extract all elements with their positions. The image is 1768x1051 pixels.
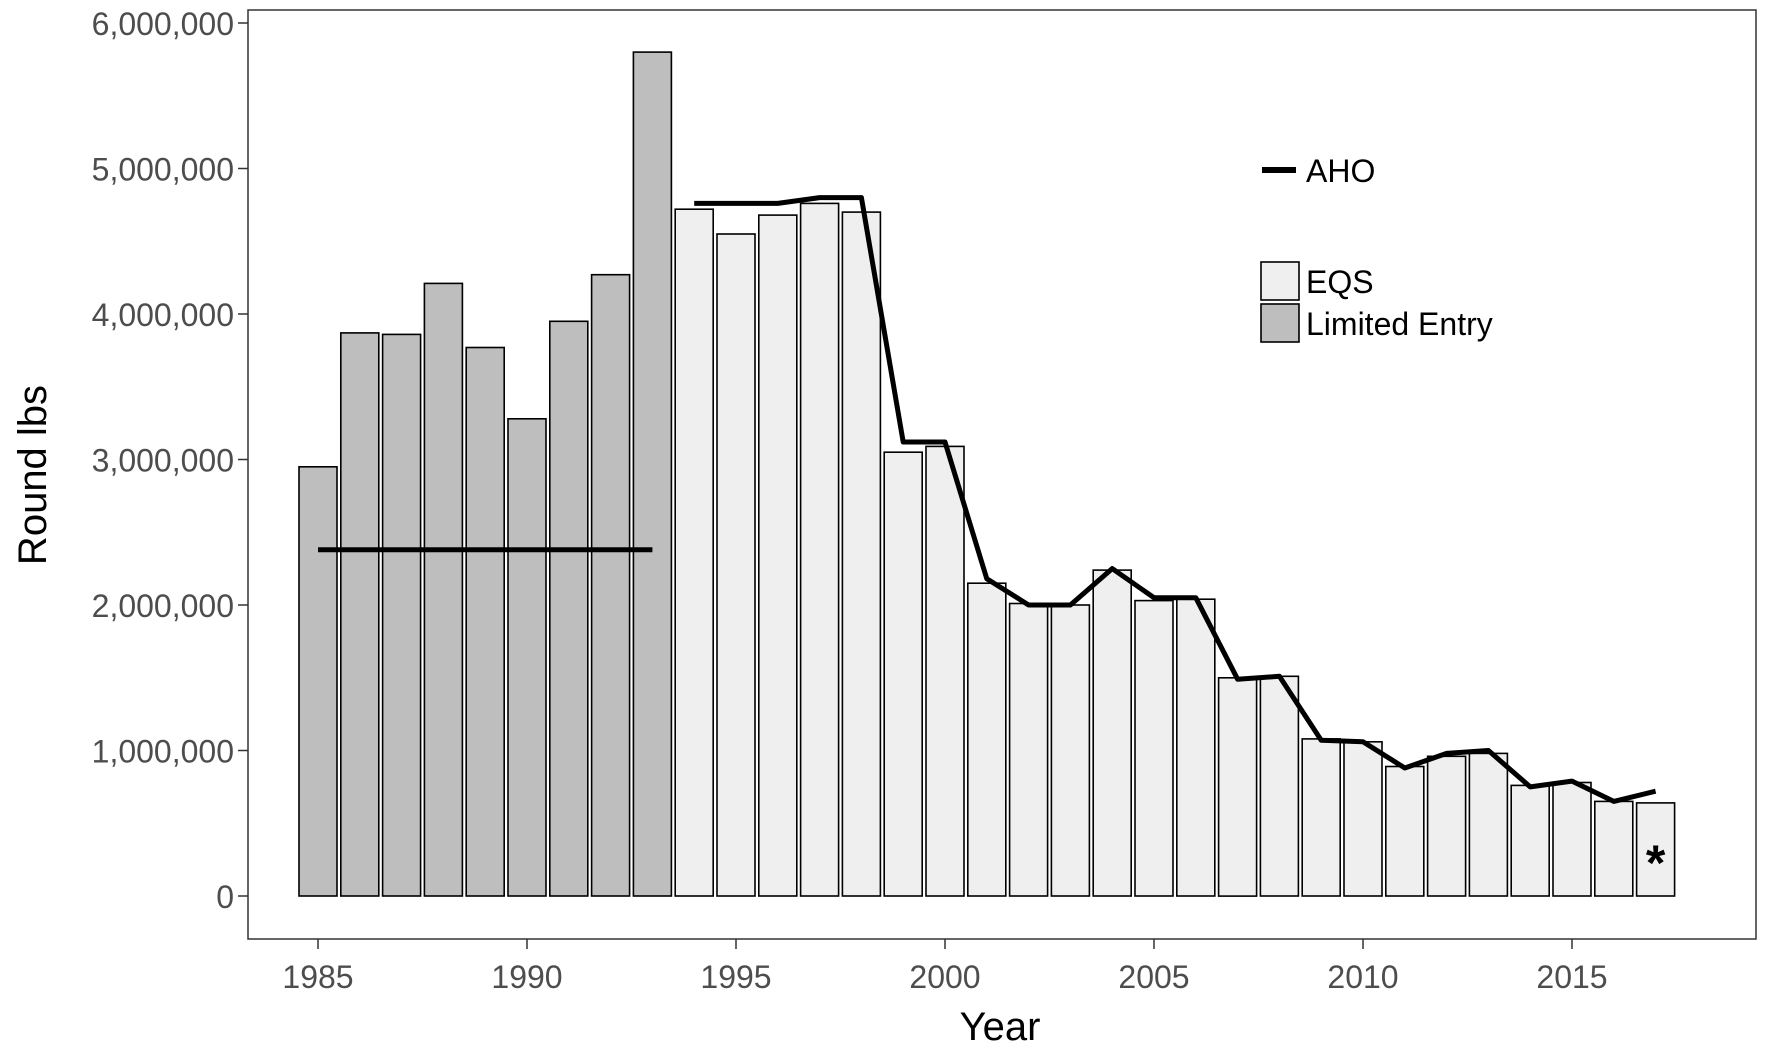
bar-eqs-1999 — [883, 451, 924, 897]
bar-limited-entry-1992 — [590, 273, 631, 897]
lines-layer — [318, 195, 1657, 804]
bar-eqs-2012 — [1426, 755, 1467, 897]
y-tick-label-4: 4,000,000 — [92, 297, 234, 333]
legend-label-limited-entry: Limited Entry — [1306, 306, 1493, 342]
legend: AHO EQS Limited Entry — [1260, 153, 1493, 343]
bar-eqs-2016 — [1594, 800, 1634, 897]
bar-eqs-1995 — [716, 233, 756, 897]
x-tick-label-0: 1985 — [282, 959, 353, 995]
x-tick-label-1: 1990 — [491, 959, 562, 995]
y-axis-title: Round lbs — [11, 385, 55, 565]
y-tick-label-6: 6,000,000 — [92, 6, 234, 42]
bar-eqs-2008 — [1259, 675, 1300, 897]
bar-eqs-2010 — [1343, 740, 1383, 897]
y-tick-label-5: 5,000,000 — [92, 152, 234, 188]
bar-eqs-2000 — [925, 445, 965, 897]
bar-limited-entry-1989 — [465, 346, 506, 897]
bar-limited-entry-1990 — [507, 417, 547, 897]
legend-label-eqs: EQS — [1306, 264, 1374, 300]
annotation-asterisk-0: * — [1646, 835, 1666, 891]
bar-eqs-2014 — [1510, 784, 1550, 897]
bar-limited-entry-1987 — [381, 333, 422, 897]
bar-eqs-2011 — [1385, 765, 1425, 897]
line-aho-segment-2 — [694, 195, 1657, 804]
bar-limited-entry-1985 — [298, 465, 338, 897]
bar-limited-entry-1993 — [632, 51, 673, 897]
x-tick-label-2: 1995 — [700, 959, 771, 995]
bar-limited-entry-1988 — [423, 282, 464, 897]
bar-eqs-1994 — [674, 208, 715, 897]
bar-eqs-2001 — [966, 582, 1007, 897]
x-tick-label-6: 2015 — [1536, 959, 1607, 995]
bar-limited-entry-1991 — [548, 320, 589, 897]
bar-eqs-2017 — [1635, 802, 1676, 897]
legend-key-limited-entry — [1260, 303, 1300, 343]
y-tick-label-3: 3,000,000 — [92, 443, 234, 479]
x-axis-title: Year — [960, 1005, 1041, 1046]
x-tick-label-3: 2000 — [909, 959, 980, 995]
bar-eqs-2006 — [1176, 598, 1216, 897]
y-tick-label-0: 0 — [216, 879, 234, 915]
x-tick-label-4: 2005 — [1118, 959, 1189, 995]
bar-eqs-2004 — [1092, 569, 1132, 897]
bar-eqs-1996 — [757, 214, 798, 897]
bar-limited-entry-1986 — [339, 332, 380, 897]
bars-layer — [298, 51, 1676, 897]
axes-layer: 0 1,000,000 2,000,000 3,000,000 4,000,000 5,0… — [92, 6, 1608, 995]
bar-eqs-1997 — [799, 202, 840, 897]
y-tick-label-1: 1,000,000 — [92, 734, 234, 770]
bar-eqs-2009 — [1301, 738, 1341, 897]
bar-eqs-2013 — [1468, 752, 1509, 897]
y-tick-label-2: 2,000,000 — [92, 588, 234, 624]
bar-eqs-2002 — [1008, 602, 1049, 897]
bar-eqs-2005 — [1134, 599, 1174, 897]
legend-label-aho: AHO — [1306, 153, 1375, 189]
bar-eqs-1998 — [841, 211, 882, 897]
annotations: * — [1646, 835, 1666, 891]
legend-key-eqs — [1260, 261, 1300, 301]
bar-eqs-2007 — [1217, 676, 1258, 897]
plot-panel-border — [247, 9, 1757, 940]
bar-eqs-2003 — [1050, 604, 1091, 897]
x-tick-label-5: 2010 — [1327, 959, 1398, 995]
bar-eqs-2015 — [1552, 781, 1592, 897]
